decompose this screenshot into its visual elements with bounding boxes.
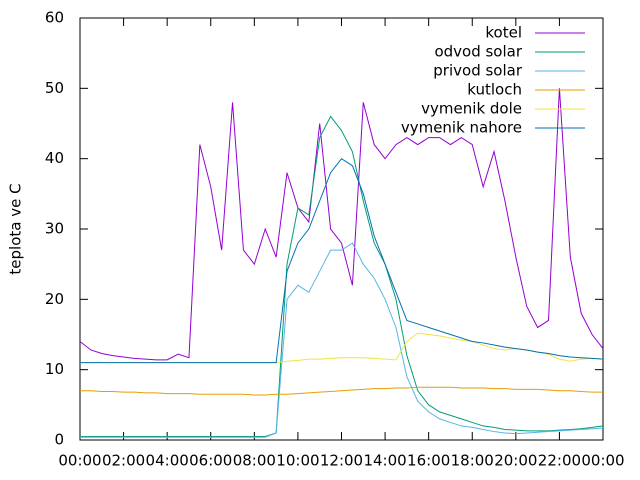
series-line (80, 242, 604, 438)
plot-border (79, 17, 604, 441)
series-line (80, 115, 604, 437)
y-tick-label: 60 (45, 9, 64, 27)
x-tick-label: 16:00 (407, 452, 450, 470)
y-tick-label: 0 (54, 431, 64, 449)
y-tick-label: 20 (45, 290, 64, 308)
x-tick-label: 06:00 (189, 452, 232, 470)
legend-label: kutloch (467, 81, 522, 99)
series-line (79, 88, 604, 361)
legend-label: odvod solar (434, 43, 522, 61)
legend-label: kotel (485, 24, 522, 42)
y-tick-label: 40 (45, 149, 64, 167)
x-tick-label: 08:00 (233, 452, 276, 470)
x-tick-label: 02:00 (102, 452, 145, 470)
x-tick-label: 00:00 (58, 452, 101, 470)
y-axis-label: teplota ve C (7, 183, 25, 274)
x-tick-label: 00:00 (581, 452, 624, 470)
x-tick-label: 18:00 (451, 452, 494, 470)
series-line (80, 332, 604, 364)
y-tick-label: 30 (45, 220, 64, 238)
x-tick-label: 12:00 (320, 452, 363, 470)
legend-label: vymenik dole (421, 100, 522, 118)
series-line (80, 386, 603, 396)
x-tick-label: 20:00 (494, 452, 537, 470)
series-line (80, 158, 604, 364)
x-tick-label: 04:00 (146, 452, 189, 470)
legend-label: privod solar (433, 62, 523, 80)
x-tick-label: 10:00 (276, 452, 319, 470)
x-tick-label: 22:00 (538, 452, 581, 470)
x-tick-label: 14:00 (363, 452, 406, 470)
y-tick-label: 10 (45, 360, 64, 378)
y-tick-label: 50 (45, 79, 64, 97)
legend-label: vymenik nahore (401, 119, 522, 137)
